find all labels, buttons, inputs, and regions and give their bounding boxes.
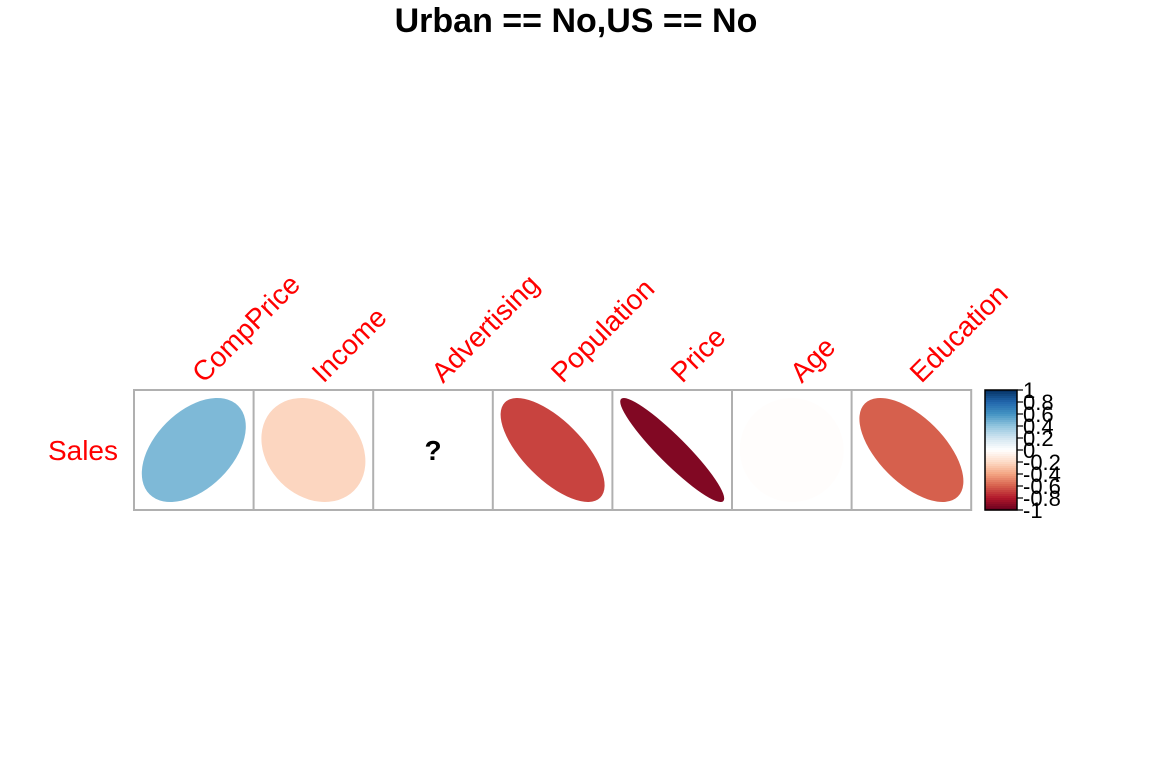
colorbar-tick-label: 0.4 — [1023, 414, 1054, 439]
column-label: Price — [665, 321, 732, 388]
column-label: Advertising — [425, 268, 545, 388]
colorbar-segment — [985, 506, 1017, 509]
colorbar-segment — [985, 450, 1017, 453]
colorbar-segment — [985, 426, 1017, 429]
colorbar-segment — [985, 500, 1017, 503]
chart-title: Urban == No,US == No — [395, 2, 758, 40]
colorbar-segment — [985, 444, 1017, 447]
colorbar-tick-label: 0.2 — [1023, 426, 1054, 451]
colorbar-segment — [985, 502, 1017, 505]
colorbar-segment — [985, 392, 1017, 395]
colorbar-tick-label: -0.2 — [1023, 450, 1061, 475]
colorbar-segment — [985, 504, 1017, 507]
colorbar-segment — [985, 454, 1017, 457]
colorbar-tick-label: -0.8 — [1023, 486, 1061, 511]
colorbar: 10.80.60.40.20-0.2-0.4-0.6-0.8-1 — [984, 378, 1061, 523]
colorbar-segment — [985, 492, 1017, 495]
colorbar-segment — [985, 488, 1017, 491]
column-label: CompPrice — [186, 268, 306, 388]
colorbar-segment — [985, 394, 1017, 397]
colorbar-segment — [985, 428, 1017, 431]
colorbar-segment — [985, 438, 1017, 441]
colorbar-segment — [985, 414, 1017, 417]
column-label: Age — [784, 331, 841, 388]
colorbar-segment — [985, 396, 1017, 399]
colorbar-segment — [985, 424, 1017, 427]
correlation-ellipse — [261, 397, 366, 502]
column-label: Population — [545, 273, 661, 389]
colorbar-segment — [985, 416, 1017, 419]
colorbar-segment — [985, 466, 1017, 469]
colorbar-segment — [985, 418, 1017, 421]
correlation-grid: Sales CompPrice Income Advertising Populatio… — [48, 268, 1014, 511]
colorbar-segment — [985, 404, 1017, 407]
colorbar-segment — [985, 398, 1017, 401]
correlation-ellipse — [500, 397, 605, 502]
colorbar-segment — [985, 406, 1017, 409]
colorbar-segment — [985, 440, 1017, 443]
colorbar-segment — [985, 498, 1017, 501]
colorbar-tick-label: 0.6 — [1023, 402, 1054, 427]
colorbar-segment — [985, 432, 1017, 435]
colorbar-segment — [985, 474, 1017, 477]
colorbar-segment — [985, 472, 1017, 475]
colorbar-tick-label: -0.6 — [1023, 474, 1061, 499]
correlation-ellipse — [859, 397, 964, 502]
column-label: Income — [306, 301, 393, 388]
colorbar-segment — [985, 484, 1017, 487]
colorbar-segment — [985, 496, 1017, 499]
colorbar-segment — [985, 390, 1017, 393]
colorbar-segment — [985, 408, 1017, 411]
colorbar-segment — [985, 410, 1017, 413]
grid-border — [133, 389, 973, 511]
missing-value-marker: ? — [424, 435, 441, 466]
colorbar-segment — [985, 490, 1017, 493]
colorbar-segment — [985, 434, 1017, 437]
colorbar-segment — [985, 462, 1017, 465]
colorbar-segment — [985, 478, 1017, 481]
colorbar-segment — [985, 420, 1017, 423]
colorbar-segment — [985, 480, 1017, 483]
colorbar-segment — [985, 476, 1017, 479]
correlation-ellipse — [620, 397, 725, 502]
colorbar-segment — [985, 494, 1017, 497]
colorbar-segment — [985, 412, 1017, 415]
colorbar-segment — [985, 470, 1017, 473]
colorbar-segment — [985, 400, 1017, 403]
colorbar-segment — [985, 448, 1017, 451]
colorbar-tick-label: -1 — [1023, 498, 1043, 523]
colorbar-segment — [985, 464, 1017, 467]
colorbar-segment — [985, 482, 1017, 485]
colorbar-segment — [985, 436, 1017, 439]
colorbar-segment — [985, 430, 1017, 433]
row-label: Sales — [48, 435, 118, 466]
colorbar-tick-label: -0.4 — [1023, 462, 1061, 487]
colorbar-tick-label: 1 — [1023, 378, 1035, 403]
correlation-ellipse — [739, 398, 844, 503]
colorbar-segment — [985, 402, 1017, 405]
colorbar-segment — [985, 460, 1017, 463]
colorbar-segment — [985, 422, 1017, 425]
colorbar-segment — [985, 442, 1017, 445]
column-label: Education — [904, 278, 1014, 388]
colorbar-tick-label: 0 — [1023, 438, 1035, 463]
colorbar-tick-label: 0.8 — [1023, 390, 1054, 415]
colorbar-segment — [985, 446, 1017, 449]
colorbar-segment — [985, 456, 1017, 459]
colorbar-segment — [985, 458, 1017, 461]
correlation-ellipse — [141, 397, 246, 502]
colorbar-segment — [985, 468, 1017, 471]
colorbar-segment — [985, 452, 1017, 455]
colorbar-segment — [985, 486, 1017, 489]
